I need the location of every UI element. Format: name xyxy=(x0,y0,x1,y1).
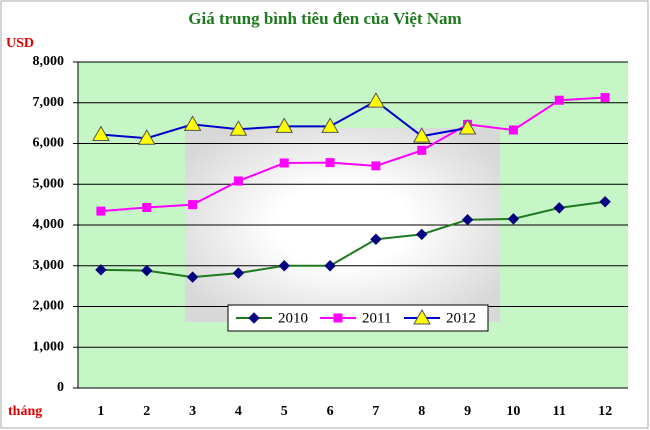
data-point xyxy=(461,213,474,226)
legend-marker xyxy=(248,312,260,324)
x-tick-label: 11 xyxy=(553,404,566,419)
data-point xyxy=(458,119,477,135)
y-tick-label: 8,000 xyxy=(33,54,65,69)
data-point xyxy=(599,196,611,208)
data-point xyxy=(370,233,382,245)
data-point xyxy=(554,95,564,105)
data-point xyxy=(142,202,152,212)
data-point xyxy=(417,145,427,155)
data-point xyxy=(412,127,431,143)
data-point xyxy=(92,125,110,142)
legend-marker xyxy=(413,308,431,325)
data-point xyxy=(325,158,335,168)
data-point xyxy=(507,213,520,225)
y-axis-label: USD xyxy=(6,36,34,51)
data-point xyxy=(321,117,339,133)
data-point xyxy=(275,117,294,133)
series-line xyxy=(100,200,606,279)
data-point xyxy=(183,115,202,131)
series-line xyxy=(100,96,606,213)
x-tick-label: 4 xyxy=(235,404,242,419)
x-tick-label: 8 xyxy=(418,404,425,419)
x-tick-label: 10 xyxy=(506,404,520,419)
x-tick-label: 5 xyxy=(281,404,288,419)
x-tick-label: 1 xyxy=(97,404,104,419)
data-point xyxy=(141,264,153,277)
data-point xyxy=(416,228,428,241)
data-point xyxy=(96,206,106,216)
x-tick-label: 3 xyxy=(189,404,196,419)
y-tick-label: 7,000 xyxy=(33,95,65,110)
data-point xyxy=(367,92,385,108)
data-point xyxy=(508,125,518,135)
legend-label: 2011 xyxy=(362,310,391,326)
y-tick-label: 1,000 xyxy=(33,339,65,354)
x-tick-label: 6 xyxy=(327,404,334,419)
y-tick-label: 4,000 xyxy=(33,217,65,232)
data-point xyxy=(371,161,381,171)
x-axis-label: tháng xyxy=(8,404,42,419)
x-tick-label: 2 xyxy=(143,404,150,419)
data-point xyxy=(278,260,290,272)
y-tick-label: 3,000 xyxy=(33,258,65,273)
chart-title: Giá trung bình tiêu đen của Việt Nam xyxy=(188,9,461,28)
y-tick-label: 6,000 xyxy=(33,136,65,151)
y-tick-label: 2,000 xyxy=(33,299,65,314)
x-tick-label: 9 xyxy=(464,404,471,419)
y-tick-label: 0 xyxy=(57,380,64,395)
data-point xyxy=(279,158,289,168)
data-point xyxy=(188,200,198,210)
data-point xyxy=(186,271,199,283)
legend-marker xyxy=(333,313,343,323)
y-tick-label: 5,000 xyxy=(33,176,65,191)
data-point xyxy=(553,202,565,214)
legend-label: 2010 xyxy=(278,310,308,326)
x-tick-label: 12 xyxy=(598,404,612,419)
legend-label: 2012 xyxy=(446,310,476,326)
data-point xyxy=(137,129,156,145)
data-point xyxy=(324,260,336,272)
data-point xyxy=(232,267,245,279)
data-point xyxy=(600,92,610,102)
data-point xyxy=(95,264,107,276)
data-point xyxy=(229,120,248,136)
x-tick-label: 7 xyxy=(372,404,379,419)
data-point xyxy=(233,176,243,186)
